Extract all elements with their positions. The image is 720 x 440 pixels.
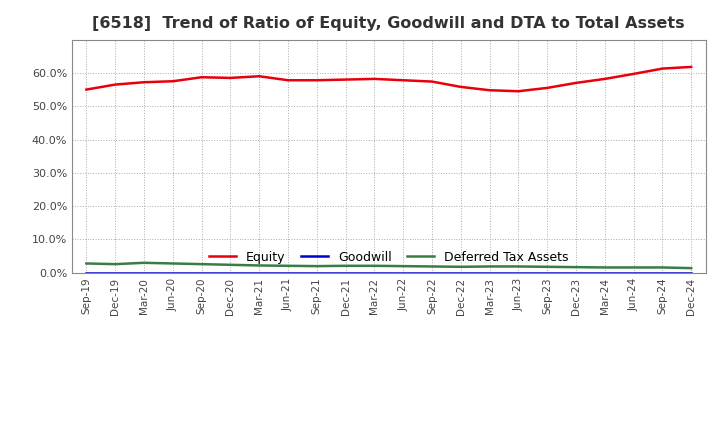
Deferred Tax Assets — [600, 265, 609, 270]
Equity — [168, 79, 177, 84]
Title: [6518]  Trend of Ratio of Equity, Goodwill and DTA to Total Assets: [6518] Trend of Ratio of Equity, Goodwil… — [92, 16, 685, 32]
Deferred Tax Assets — [399, 264, 408, 269]
Goodwill — [255, 270, 264, 275]
Deferred Tax Assets — [111, 261, 120, 267]
Deferred Tax Assets — [370, 263, 379, 268]
Deferred Tax Assets — [485, 264, 494, 269]
Equity — [111, 82, 120, 87]
Deferred Tax Assets — [197, 261, 206, 267]
Goodwill — [370, 270, 379, 275]
Equity — [399, 77, 408, 83]
Deferred Tax Assets — [82, 261, 91, 266]
Goodwill — [629, 270, 638, 275]
Deferred Tax Assets — [140, 260, 148, 265]
Deferred Tax Assets — [226, 262, 235, 268]
Legend: Equity, Goodwill, Deferred Tax Assets: Equity, Goodwill, Deferred Tax Assets — [204, 246, 574, 269]
Equity — [197, 75, 206, 80]
Deferred Tax Assets — [629, 265, 638, 270]
Deferred Tax Assets — [687, 265, 696, 271]
Equity — [284, 77, 292, 83]
Goodwill — [312, 270, 321, 275]
Equity — [572, 80, 580, 85]
Goodwill — [658, 270, 667, 275]
Goodwill — [543, 270, 552, 275]
Deferred Tax Assets — [341, 263, 350, 268]
Deferred Tax Assets — [572, 264, 580, 270]
Goodwill — [485, 270, 494, 275]
Deferred Tax Assets — [456, 264, 465, 269]
Goodwill — [226, 270, 235, 275]
Deferred Tax Assets — [255, 263, 264, 268]
Deferred Tax Assets — [658, 265, 667, 270]
Equity — [485, 88, 494, 93]
Goodwill — [456, 270, 465, 275]
Goodwill — [284, 270, 292, 275]
Line: Deferred Tax Assets: Deferred Tax Assets — [86, 263, 691, 268]
Equity — [428, 79, 436, 84]
Equity — [687, 64, 696, 70]
Equity — [370, 76, 379, 81]
Deferred Tax Assets — [543, 264, 552, 269]
Goodwill — [572, 270, 580, 275]
Deferred Tax Assets — [514, 264, 523, 269]
Equity — [341, 77, 350, 82]
Goodwill — [514, 270, 523, 275]
Equity — [514, 88, 523, 94]
Equity — [456, 84, 465, 90]
Goodwill — [82, 270, 91, 275]
Deferred Tax Assets — [312, 264, 321, 269]
Equity — [140, 80, 148, 85]
Goodwill — [428, 270, 436, 275]
Goodwill — [111, 270, 120, 275]
Equity — [226, 75, 235, 81]
Equity — [543, 85, 552, 91]
Equity — [600, 76, 609, 81]
Equity — [629, 71, 638, 77]
Equity — [658, 66, 667, 71]
Goodwill — [687, 270, 696, 275]
Equity — [255, 73, 264, 79]
Goodwill — [600, 270, 609, 275]
Deferred Tax Assets — [284, 263, 292, 268]
Deferred Tax Assets — [428, 264, 436, 269]
Equity — [82, 87, 91, 92]
Goodwill — [341, 270, 350, 275]
Deferred Tax Assets — [168, 261, 177, 266]
Goodwill — [140, 270, 148, 275]
Line: Equity: Equity — [86, 67, 691, 91]
Goodwill — [168, 270, 177, 275]
Goodwill — [197, 270, 206, 275]
Equity — [312, 77, 321, 83]
Goodwill — [399, 270, 408, 275]
